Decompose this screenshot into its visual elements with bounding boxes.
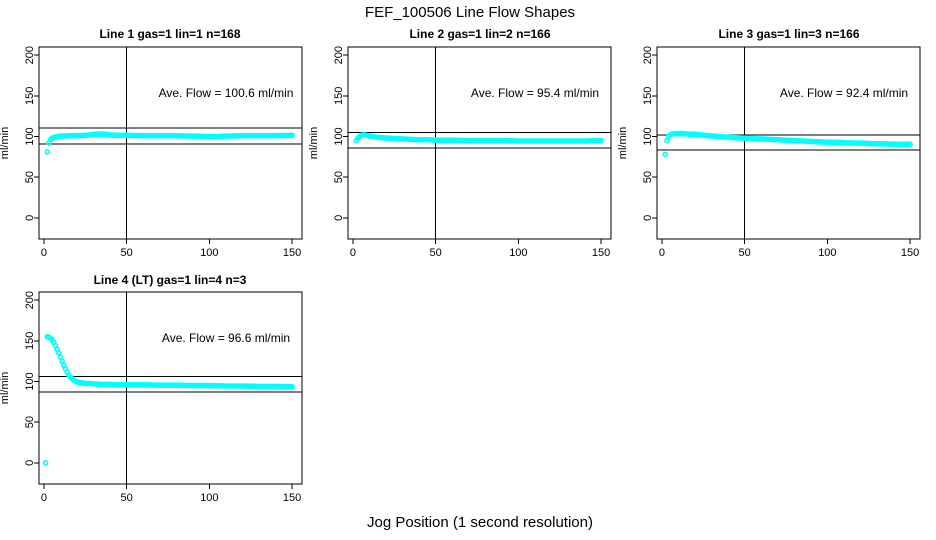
avg-flow-annotation-line1: Ave. Flow = 100.6 ml/min bbox=[159, 86, 294, 100]
data-point bbox=[42, 459, 49, 466]
x-tick-label: 50 bbox=[739, 247, 751, 259]
subplot-line3: 0 50 100 150 0 50 100 150 200 bbox=[642, 46, 921, 259]
data-point bbox=[907, 141, 913, 147]
x-tick-label: 150 bbox=[901, 247, 919, 259]
x-tick-label: 100 bbox=[818, 247, 836, 259]
y-axis-label-line3: ml/min bbox=[617, 127, 629, 159]
x-axis-label: Jog Position (1 second resolution) bbox=[367, 514, 593, 531]
x-tick-label: 100 bbox=[200, 247, 218, 259]
x-tick-label: 150 bbox=[592, 247, 610, 259]
y-tick-label: 200 bbox=[642, 46, 654, 64]
x-tick-label: 0 bbox=[41, 247, 47, 259]
subplot-title-line1: Line 1 gas=1 lin=1 n=168 bbox=[99, 27, 240, 41]
y-tick-label: 0 bbox=[24, 215, 36, 221]
avg-flow-annotation-line2: Ave. Flow = 95.4 ml/min bbox=[471, 86, 599, 100]
plot-frame bbox=[38, 46, 303, 240]
avg-flow-annotation-line3: Ave. Flow = 92.4 ml/min bbox=[780, 86, 908, 100]
y-tick-label: 200 bbox=[24, 291, 36, 309]
y-tick-label: 100 bbox=[642, 127, 654, 145]
y-tick-label: 0 bbox=[24, 460, 36, 466]
x-tick-label: 100 bbox=[509, 247, 527, 259]
avg-flow-annotation-line4: Ave. Flow = 96.6 ml/min bbox=[162, 331, 290, 345]
y-axis-label-line1: ml/min bbox=[0, 127, 11, 159]
data-points-line2 bbox=[353, 132, 604, 144]
y-tick-label: 0 bbox=[642, 215, 654, 221]
subplot-line4: 0 50 100 150 0 50 100 150 200 bbox=[24, 291, 303, 504]
y-tick-label: 0 bbox=[333, 215, 345, 221]
plot-layers: 0 50 100 150 0 50 100 150 200 0 50 100 150 0 50 100 150 2… bbox=[24, 46, 921, 504]
x-tick-label: 150 bbox=[283, 492, 301, 504]
main-title: FEF_100506 Line Flow Shapes bbox=[365, 4, 575, 21]
x-tick-label: 50 bbox=[430, 247, 442, 259]
subplot-line1: 0 50 100 150 0 50 100 150 200 bbox=[24, 46, 303, 259]
y-tick-label: 50 bbox=[642, 171, 654, 183]
data-point bbox=[598, 137, 604, 144]
plot-frame bbox=[347, 46, 612, 240]
x-tick-label: 0 bbox=[41, 492, 47, 504]
x-tick-label: 50 bbox=[121, 492, 133, 504]
y-tick-label: 100 bbox=[24, 372, 36, 390]
data-point bbox=[44, 149, 51, 155]
data-points-line4 bbox=[42, 333, 295, 466]
y-tick-label: 150 bbox=[24, 87, 36, 105]
plot-frame bbox=[656, 46, 921, 240]
y-tick-label: 100 bbox=[24, 127, 36, 145]
y-tick-label: 50 bbox=[333, 171, 345, 183]
y-tick-label: 150 bbox=[24, 332, 36, 350]
y-axis-label-line4: ml/min bbox=[0, 372, 11, 404]
x-tick-label: 0 bbox=[659, 247, 665, 259]
y-axis-label-line2: ml/min bbox=[308, 127, 320, 159]
x-tick-label: 0 bbox=[350, 247, 356, 259]
y-tick-label: 200 bbox=[24, 46, 36, 64]
x-tick-label: 50 bbox=[121, 247, 133, 259]
data-point bbox=[662, 151, 669, 158]
subplot-title-line3: Line 3 gas=1 lin=3 n=166 bbox=[718, 27, 859, 41]
y-tick-label: 50 bbox=[24, 416, 36, 428]
x-tick-label: 100 bbox=[200, 492, 218, 504]
y-tick-label: 150 bbox=[642, 87, 654, 105]
y-tick-label: 50 bbox=[24, 171, 36, 183]
data-point bbox=[46, 140, 52, 146]
data-points-line1 bbox=[44, 131, 295, 155]
y-tick-label: 150 bbox=[333, 87, 345, 105]
y-tick-label: 100 bbox=[333, 127, 345, 145]
plot-frame bbox=[38, 291, 303, 485]
data-point bbox=[289, 132, 295, 139]
data-point bbox=[289, 383, 295, 390]
subplot-title-line4: Line 4 (LT) gas=1 lin=4 n=3 bbox=[94, 273, 247, 287]
y-tick-label: 200 bbox=[333, 46, 345, 64]
subplot-line2: 0 50 100 150 0 50 100 150 200 bbox=[333, 46, 612, 259]
data-points-line3 bbox=[662, 130, 913, 158]
subplot-title-line2: Line 2 gas=1 lin=2 n=166 bbox=[409, 27, 550, 41]
x-tick-label: 150 bbox=[283, 247, 301, 259]
